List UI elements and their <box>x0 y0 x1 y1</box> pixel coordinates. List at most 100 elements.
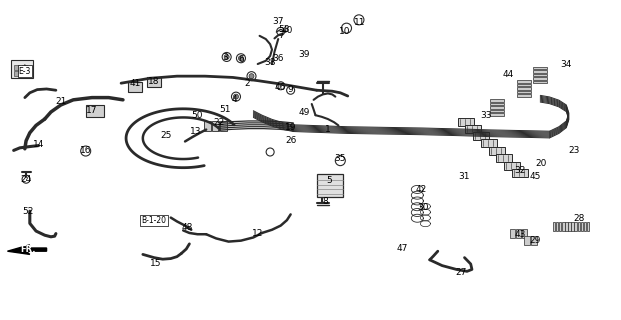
Circle shape <box>222 52 231 61</box>
Bar <box>490 113 504 116</box>
Text: 1: 1 <box>325 125 331 134</box>
Bar <box>587 222 589 231</box>
Text: 11: 11 <box>355 18 366 27</box>
Circle shape <box>249 74 254 79</box>
Text: 31: 31 <box>459 172 470 181</box>
Text: 23: 23 <box>568 146 579 155</box>
Text: 13: 13 <box>190 127 201 136</box>
Text: 24: 24 <box>20 175 32 184</box>
Text: 53: 53 <box>279 25 290 34</box>
Bar <box>533 67 547 69</box>
Text: 41: 41 <box>130 79 141 88</box>
Text: 39: 39 <box>299 50 310 59</box>
Bar <box>481 139 497 147</box>
Circle shape <box>247 72 256 81</box>
Circle shape <box>237 54 245 63</box>
Bar <box>578 222 580 231</box>
Bar <box>220 121 227 132</box>
Bar <box>533 77 547 80</box>
Text: 20: 20 <box>536 159 547 168</box>
Text: 16: 16 <box>80 146 91 155</box>
Text: 29: 29 <box>530 236 541 245</box>
Bar <box>129 82 142 92</box>
Circle shape <box>232 92 240 101</box>
Text: B-1-20: B-1-20 <box>142 216 166 225</box>
Text: 38: 38 <box>265 58 276 67</box>
Bar <box>512 170 528 177</box>
Text: 26: 26 <box>285 136 296 145</box>
Text: 47: 47 <box>397 244 408 253</box>
Text: 36: 36 <box>273 54 284 63</box>
Text: 15: 15 <box>150 260 161 268</box>
Circle shape <box>277 28 284 36</box>
Bar <box>204 121 211 132</box>
Bar <box>522 229 527 238</box>
Bar <box>490 99 504 102</box>
Bar <box>317 174 343 197</box>
Text: 48: 48 <box>182 223 193 232</box>
Circle shape <box>22 175 30 183</box>
Bar <box>533 81 547 83</box>
Bar <box>533 74 547 76</box>
Circle shape <box>233 94 238 99</box>
Bar <box>489 147 505 155</box>
Circle shape <box>266 148 274 156</box>
Bar <box>517 80 530 83</box>
Text: 21: 21 <box>55 97 66 106</box>
Text: 52: 52 <box>22 207 34 216</box>
Bar <box>490 103 504 105</box>
Bar <box>147 76 161 87</box>
Text: 22: 22 <box>213 118 224 127</box>
Bar <box>11 60 33 78</box>
Bar <box>14 65 19 70</box>
Text: 25: 25 <box>161 132 172 140</box>
Text: 44: 44 <box>502 70 514 79</box>
Text: 9: 9 <box>288 85 294 94</box>
Bar <box>86 105 104 117</box>
Bar <box>517 91 530 93</box>
Bar <box>562 222 564 231</box>
Circle shape <box>238 56 243 61</box>
Bar <box>584 222 586 231</box>
Bar <box>517 87 530 90</box>
Bar <box>14 71 19 76</box>
Bar <box>533 70 547 73</box>
Text: 28: 28 <box>573 214 584 223</box>
Bar <box>22 65 27 70</box>
Bar <box>574 222 577 231</box>
Text: 34: 34 <box>561 60 572 69</box>
Text: 5: 5 <box>326 176 332 185</box>
Circle shape <box>335 156 345 166</box>
Text: 7: 7 <box>278 31 284 40</box>
Text: 43: 43 <box>515 230 526 239</box>
Bar <box>490 106 504 109</box>
Text: 14: 14 <box>33 140 44 149</box>
Text: 37: 37 <box>273 17 284 26</box>
Bar <box>556 222 558 231</box>
Bar <box>212 121 219 132</box>
Bar <box>515 229 520 238</box>
Bar <box>581 222 583 231</box>
Bar <box>496 155 512 163</box>
Text: 42: 42 <box>415 185 427 194</box>
Bar <box>504 162 520 170</box>
Bar <box>568 222 571 231</box>
Bar <box>510 229 515 238</box>
Circle shape <box>342 23 351 33</box>
Text: E-3: E-3 <box>19 67 31 76</box>
Text: FR.: FR. <box>20 245 35 254</box>
Bar <box>524 236 530 244</box>
Bar <box>517 94 530 97</box>
Circle shape <box>354 15 364 25</box>
Bar <box>553 222 555 231</box>
Bar <box>490 110 504 112</box>
Text: 33: 33 <box>480 111 491 120</box>
Text: 49: 49 <box>299 108 310 117</box>
Text: 35: 35 <box>335 154 346 163</box>
Text: 45: 45 <box>530 172 541 181</box>
Text: 27: 27 <box>455 268 466 277</box>
Bar <box>571 222 574 231</box>
Text: 12: 12 <box>252 229 263 238</box>
Text: 30: 30 <box>418 203 429 212</box>
Bar <box>465 124 481 132</box>
